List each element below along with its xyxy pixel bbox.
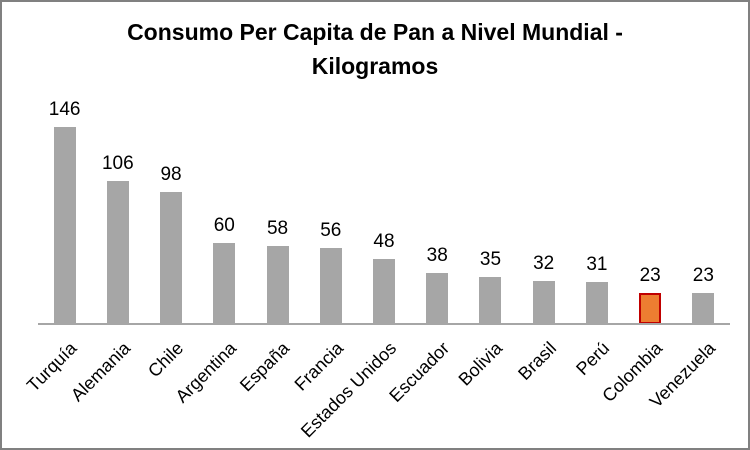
value-label-escuador: 38: [426, 245, 448, 266]
chart-title: Consumo Per Capita de Pan a Nivel Mundia…: [2, 15, 748, 83]
value-label-estados-unidos: 48: [373, 231, 395, 252]
bar-estados-unidos: [373, 259, 395, 324]
x-axis-label-brasil: Brasil: [513, 338, 560, 384]
bar-turquia: [53, 127, 76, 324]
bar-venezuela: [692, 293, 715, 324]
x-axis-label-peru: Perú: [572, 338, 614, 380]
value-label-francia: 56: [320, 220, 342, 241]
bar-peru: [585, 282, 608, 324]
value-label-bolivia: 35: [479, 249, 502, 270]
x-axis-label-espana: España: [236, 338, 294, 396]
value-label-venezuela: 23: [692, 265, 714, 286]
x-axis-label-bolivia: Bolivia: [454, 338, 507, 390]
x-axis-label-estados-unidos: Estados Unidos: [296, 338, 401, 442]
bar-espana: [266, 246, 289, 324]
bar-argentina: [213, 243, 236, 324]
chart-title-line-2: Kilogramos: [311, 53, 439, 79]
bar-chile: [160, 192, 183, 324]
bar-francia: [319, 248, 342, 324]
value-label-brasil: 32: [533, 253, 555, 274]
value-label-espana: 58: [266, 218, 289, 239]
value-label-argentina: 60: [213, 215, 235, 236]
value-label-chile: 98: [160, 164, 182, 185]
bar-escuador: [426, 273, 449, 324]
x-axis-line: [38, 323, 730, 325]
bar-bolivia: [479, 277, 502, 324]
bar-brasil: [532, 281, 555, 324]
bar-colombia: [639, 293, 662, 324]
chart-title-line-1: Consumo Per Capita de Pan a Nivel Mundia…: [127, 19, 623, 45]
value-label-alemania: 106: [101, 153, 134, 174]
value-label-turquia: 146: [48, 99, 81, 120]
bar-alemania: [106, 181, 129, 324]
value-label-colombia: 23: [639, 265, 661, 286]
value-label-peru: 31: [586, 254, 608, 275]
x-axis-label-chile: Chile: [144, 338, 188, 382]
